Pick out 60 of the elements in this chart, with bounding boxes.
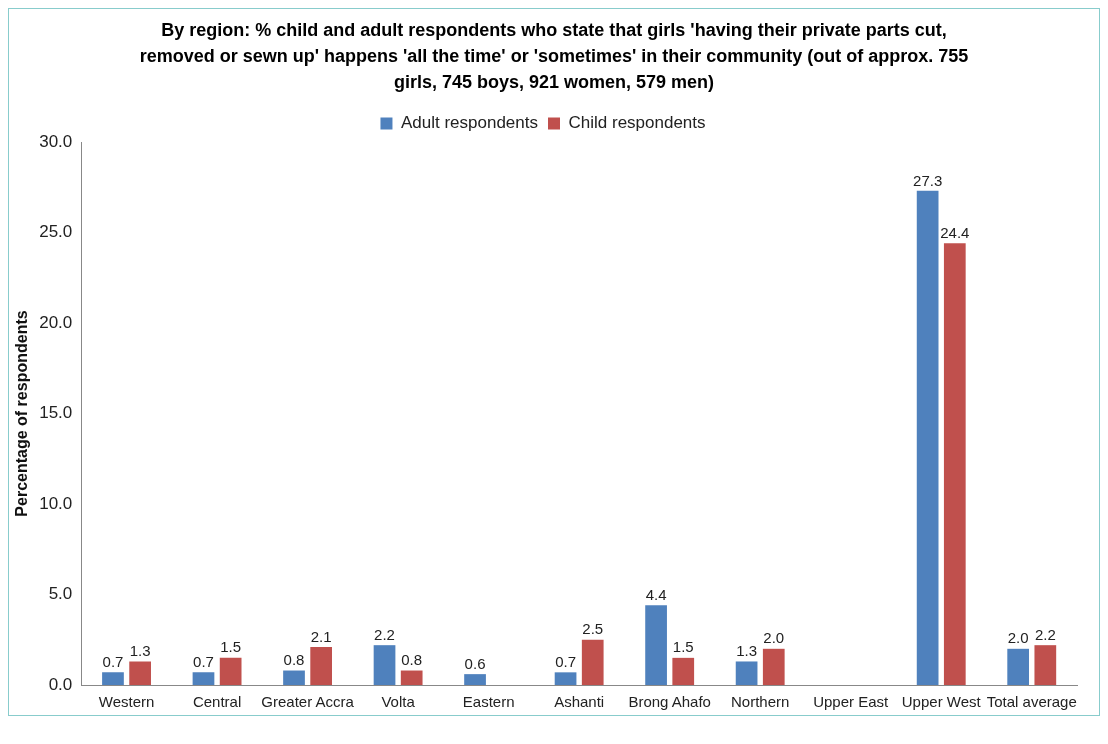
y-tick-label: 20.0	[39, 312, 73, 332]
bar	[464, 674, 486, 685]
bar	[373, 645, 396, 685]
data-label: 0.8	[401, 651, 423, 669]
data-label: 2.1	[310, 627, 332, 645]
bar	[310, 646, 333, 685]
data-label: 2.0	[1007, 629, 1029, 647]
bar	[102, 672, 124, 685]
bar	[283, 670, 305, 685]
x-tick-label: Northern	[731, 693, 790, 711]
data-label: 0.7	[102, 652, 124, 670]
y-tick-label: 15.0	[39, 403, 73, 423]
x-tick-label: Brong Ahafo	[628, 693, 711, 711]
data-label: 2.0	[763, 629, 785, 647]
data-label: 0.7	[193, 652, 214, 670]
y-axis-title: Percentage of respondents	[13, 310, 31, 517]
x-tick-label: Upper West	[901, 693, 982, 711]
y-tick-label: 10.0	[39, 493, 73, 513]
data-label: 1.3	[129, 642, 151, 660]
data-label: 27.3	[913, 171, 943, 189]
y-tick-label: 5.0	[48, 584, 73, 604]
bar	[672, 657, 695, 685]
bar	[1034, 645, 1057, 685]
bar	[581, 639, 604, 685]
bar	[916, 190, 939, 685]
data-label: 0.7	[555, 652, 576, 670]
x-tick-label: Greater Accra	[261, 693, 355, 711]
y-tick-label: 0.0	[48, 674, 73, 694]
bar	[645, 605, 667, 685]
x-tick-label: Ashanti	[554, 693, 605, 711]
x-tick-label: Volta	[381, 693, 416, 711]
x-tick-label: Central	[192, 693, 242, 711]
bar	[1007, 648, 1030, 685]
bar	[129, 661, 151, 685]
data-label: 1.5	[672, 638, 694, 656]
data-label: 2.5	[582, 620, 604, 638]
bar	[943, 243, 966, 685]
x-tick-label: Eastern	[462, 693, 515, 711]
data-label: 4.4	[645, 586, 667, 603]
data-label: 2.2	[374, 625, 395, 643]
legend-label: Child respondents	[568, 113, 706, 133]
bar	[192, 672, 215, 685]
x-tick-label: Upper East	[813, 693, 890, 711]
x-tick-label: Total average	[986, 693, 1077, 711]
data-label: 2.2	[1034, 625, 1056, 643]
legend-label: Adult respondents	[400, 113, 539, 133]
data-label: 0.8	[283, 651, 305, 669]
bar	[554, 672, 577, 685]
data-label: 1.5	[220, 638, 242, 656]
y-tick-label: 30.0	[39, 131, 73, 151]
bar	[400, 670, 423, 685]
bar	[219, 657, 242, 685]
data-label: 24.4	[940, 224, 970, 241]
y-tick-label: 25.0	[39, 222, 73, 242]
bar	[735, 661, 758, 685]
bar	[762, 648, 785, 685]
chart-title: By region: % child and adult respondents who state that girls 'having their private parts cut, removed or sewn up' happens 'all the time' or 'sometimes' in their community (out of approx. 755 girls, 745 boys, 921 women, 579 men)	[138, 19, 970, 94]
x-tick-label: Western	[98, 693, 155, 711]
data-label: 0.6	[464, 654, 486, 672]
data-label: 1.3	[736, 642, 758, 660]
